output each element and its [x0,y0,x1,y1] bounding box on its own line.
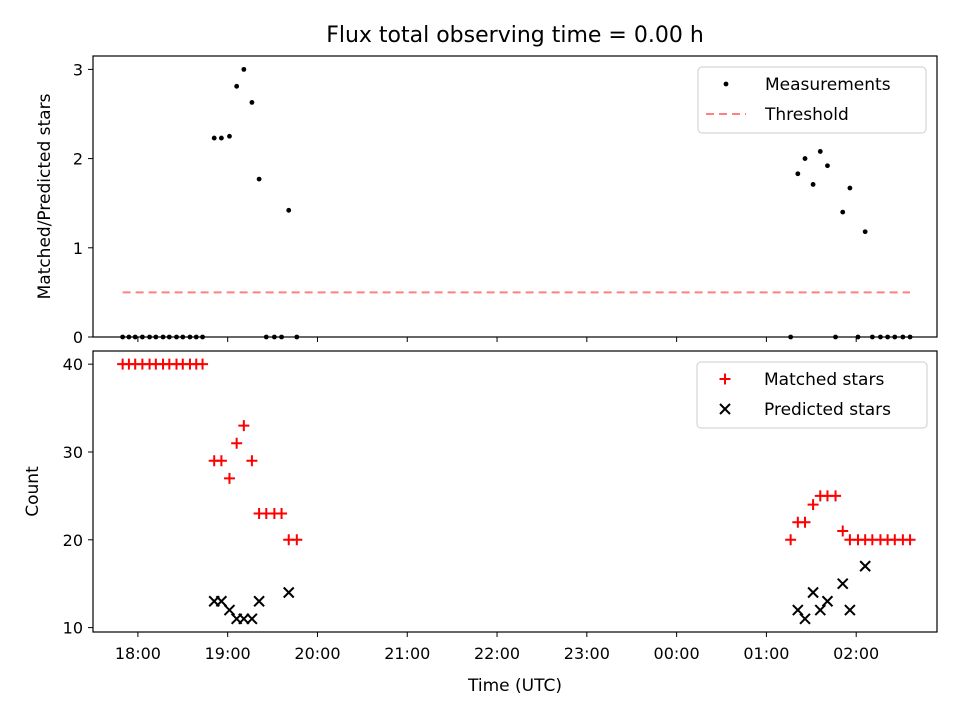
data-point [234,83,240,89]
data-point [844,604,856,616]
data-point [799,613,811,625]
data-point [227,133,232,139]
x-tick-label: 02:00 [833,644,879,663]
x-axis-label: Time (UTC) [467,676,562,696]
x-tick-label: 01:00 [743,644,789,663]
data-point [795,171,801,177]
y-tick-label: 0 [73,328,83,347]
data-point [246,613,258,625]
y-axis-label: Count [23,466,43,517]
subplot-2: 10 20 30 40 18:00 19:00 20:00 21:00 22:00 23:00 00… [23,350,938,696]
y-axis-label: Matched/Predicted stars [35,93,55,299]
y-tick-label: 3 [73,60,83,79]
legend: Matched stars Predicted stars [696,361,928,429]
legend-swatch [719,373,731,385]
y-tick-label: 30 [63,443,83,462]
x-tick-label: 20:00 [294,644,340,663]
x-tick-label: 18:00 [115,644,161,663]
series-matched-stars [117,358,916,546]
y-tick-label: 40 [63,355,83,374]
data-point [830,490,842,502]
data-point [223,472,235,484]
y-tick-label: 20 [63,531,83,550]
data-point [821,595,834,607]
data-point [799,516,811,528]
data-point [223,604,236,616]
data-point [241,66,247,72]
data-point [859,560,871,572]
axes-frame [92,55,938,338]
x-tick-label: 21:00 [384,644,430,663]
data-point [837,577,849,590]
legend-label: Predicted stars [764,400,891,420]
data-point [810,182,816,187]
data-point [276,507,288,519]
data-point [231,437,243,449]
data-point [215,595,228,607]
axes-frame [92,350,938,633]
data-point [211,135,217,141]
x-tick-label: 19:00 [205,644,251,663]
data-point [792,604,804,616]
subplot-1: 0 1 2 3 Matched/Predicted stars Measurements T… [35,55,938,347]
data-point [847,185,853,191]
x-tick-label: 23:00 [564,644,610,663]
legend-box [697,66,927,134]
y-tick-label: 2 [73,150,83,169]
legend-label: Threshold [764,105,849,125]
data-point [802,156,808,161]
legend-swatch [719,403,731,415]
data-point [807,586,819,599]
data-point [215,455,227,467]
data-point [256,176,262,182]
series-measurements [120,66,913,340]
data-point [904,534,916,546]
legend-label: Measurements [765,75,891,95]
data-point [218,135,224,141]
data-point [817,149,823,154]
data-point [785,534,797,546]
legend: Measurements Threshold [697,66,927,134]
series-predicted-stars [208,560,871,625]
data-point [814,604,826,616]
data-point [862,229,868,235]
data-point [283,586,295,599]
plot-panels: 0 1 2 3 Matched/Predicted stars Measurements T… [23,55,938,696]
data-point [197,358,209,370]
data-point [837,525,849,537]
legend-box [696,361,928,429]
data-point [238,420,250,432]
chart-title: Flux total observing time = 0.00 h [326,23,704,48]
legend-swatch [723,81,729,87]
y-tick-label: 10 [63,619,83,638]
data-point [286,207,292,213]
legend-label: Matched stars [764,370,884,390]
x-tick-label: 22:00 [474,644,520,663]
x-tick-label: 00:00 [654,644,700,663]
data-point [807,499,819,511]
data-point [246,455,258,467]
data-point [825,163,830,169]
data-point [291,534,303,546]
y-tick-label: 1 [73,239,83,258]
data-point [253,595,265,607]
data-point [840,209,846,215]
data-point [249,99,255,105]
